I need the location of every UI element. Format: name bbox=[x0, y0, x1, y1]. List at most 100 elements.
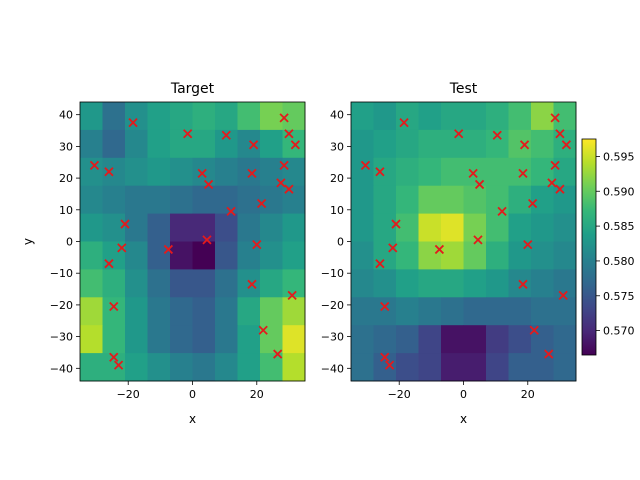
target-scatter-point bbox=[276, 178, 286, 188]
test-scatter-point bbox=[527, 198, 538, 209]
target-scatter-point bbox=[113, 360, 124, 370]
test-scatter-point bbox=[380, 301, 390, 312]
target-heatmap-cell bbox=[215, 241, 238, 270]
test-heatmap-cell bbox=[396, 213, 419, 242]
target-heatmap-cell bbox=[125, 213, 148, 242]
target-heatmap bbox=[80, 102, 306, 382]
test-heatmap-cell bbox=[441, 102, 464, 131]
target-y-tick-label: −20 bbox=[50, 299, 73, 312]
target-heatmap-cell bbox=[80, 325, 103, 354]
test-scatter-point bbox=[375, 167, 385, 177]
test-scatter-markers bbox=[360, 113, 571, 370]
target-heatmap-cell bbox=[125, 353, 148, 382]
target-heatmap-cell bbox=[282, 353, 306, 382]
test-heatmap-cell bbox=[373, 157, 397, 187]
target-scatter-point bbox=[284, 184, 294, 194]
target-y-ticks: −40 −30 −20 −10 0 10 20 30 40 bbox=[50, 109, 80, 375]
test-heatmap-cell bbox=[531, 241, 554, 270]
test-heatmap-cell bbox=[531, 185, 554, 214]
test-heatmap-cell bbox=[418, 241, 442, 270]
test-y-tick-label: 40 bbox=[330, 109, 344, 122]
test-heatmap-cell bbox=[441, 269, 464, 298]
colorbar-tick-label: 0.580 bbox=[603, 255, 635, 268]
target-heatmap-cell bbox=[147, 129, 171, 159]
target-heatmap-cell bbox=[192, 269, 216, 298]
target-y-tick-label: −30 bbox=[50, 331, 73, 344]
target-y-axis-label: y bbox=[21, 238, 35, 245]
test-heatmap-cell bbox=[418, 157, 442, 187]
target-heatmap-cell bbox=[237, 157, 261, 187]
target-heatmap-cell bbox=[237, 353, 261, 382]
target-scatter-point bbox=[290, 140, 300, 150]
test-heatmap-cell bbox=[418, 353, 442, 382]
test-x-tick-label: −20 bbox=[388, 388, 411, 401]
test-heatmap-cell bbox=[553, 157, 577, 187]
test-heatmap-cell bbox=[463, 269, 487, 298]
test-heatmap-cell bbox=[508, 213, 532, 242]
test-title: Test bbox=[449, 81, 478, 97]
test-heatmap-cell bbox=[463, 353, 487, 382]
test-heatmap-cell bbox=[463, 102, 487, 131]
target-heatmap-cell bbox=[215, 353, 238, 382]
target-x-axis-label: x bbox=[189, 412, 196, 426]
test-heatmap-cell bbox=[531, 297, 554, 326]
test-heatmap-cell bbox=[553, 241, 577, 270]
colorbar-tick-label: 0.585 bbox=[603, 220, 635, 233]
test-scatter-point bbox=[547, 178, 557, 188]
test-heatmap-cell bbox=[508, 157, 532, 187]
target-heatmap-cell bbox=[80, 297, 103, 326]
test-heatmap-cell bbox=[508, 325, 532, 354]
target-scatter-point bbox=[197, 168, 207, 178]
test-heatmap-cell bbox=[351, 325, 374, 354]
target-scatter-point bbox=[203, 179, 214, 190]
target-heatmap-cell bbox=[102, 129, 126, 159]
test-heatmap-cell bbox=[486, 269, 509, 298]
test-scatter-point bbox=[375, 259, 385, 269]
colorbar-tick-label: 0.575 bbox=[603, 290, 635, 303]
target-heatmap-cell bbox=[237, 297, 261, 326]
test-y-tick-label: −30 bbox=[321, 331, 344, 344]
test-heatmap-cell bbox=[441, 129, 464, 159]
test-heatmap-cell bbox=[396, 297, 419, 326]
target-heatmap-cell bbox=[102, 213, 126, 242]
test-scatter-point bbox=[391, 219, 401, 229]
colorbar-ticks: 0.570 0.575 0.580 0.585 0.590 0.595 bbox=[596, 150, 635, 338]
target-scatter-point bbox=[279, 113, 289, 123]
target-heatmap-cell bbox=[102, 325, 126, 354]
test-heatmap-cell bbox=[441, 185, 464, 214]
target-scatter-point bbox=[109, 301, 119, 312]
target-heatmap-cell bbox=[147, 185, 171, 214]
target-scatter-point bbox=[221, 130, 231, 140]
test-heatmap-cell bbox=[441, 325, 464, 354]
target-heatmap-cell bbox=[102, 297, 126, 326]
target-heatmap-cell bbox=[170, 129, 193, 159]
test-heatmap-cell bbox=[351, 297, 374, 326]
test-heatmap-cell bbox=[441, 241, 464, 270]
test-heatmap-cell bbox=[351, 269, 374, 298]
colorbar-tick-label: 0.595 bbox=[603, 150, 635, 163]
test-heatmap-cell bbox=[508, 102, 532, 131]
test-heatmap-cell bbox=[531, 129, 554, 159]
target-heatmap-cell bbox=[282, 185, 306, 214]
test-scatter-point bbox=[561, 140, 571, 150]
target-heatmap-cell bbox=[125, 157, 148, 187]
target-heatmap-cell bbox=[125, 269, 148, 298]
test-scatter-point bbox=[399, 117, 409, 128]
target-heatmap-cell bbox=[260, 297, 283, 326]
target-scatter-point bbox=[202, 235, 212, 245]
target-scatter-point bbox=[183, 129, 193, 139]
test-heatmap-cell bbox=[486, 297, 509, 326]
target-scatter-point bbox=[120, 219, 130, 229]
target-heatmap-cell bbox=[80, 185, 103, 214]
test-heatmap-cell bbox=[531, 213, 554, 242]
test-heatmap-cell bbox=[351, 102, 374, 131]
test-scatter-point bbox=[544, 349, 554, 359]
target-heatmap-cell bbox=[147, 213, 171, 242]
test-heatmap-cell bbox=[531, 269, 554, 298]
target-heatmap-cell bbox=[237, 129, 261, 159]
target-heatmap-cell bbox=[102, 185, 126, 214]
target-scatter-point bbox=[163, 244, 174, 255]
test-heatmap-cell bbox=[396, 129, 419, 159]
test-scatter-point bbox=[434, 244, 445, 255]
